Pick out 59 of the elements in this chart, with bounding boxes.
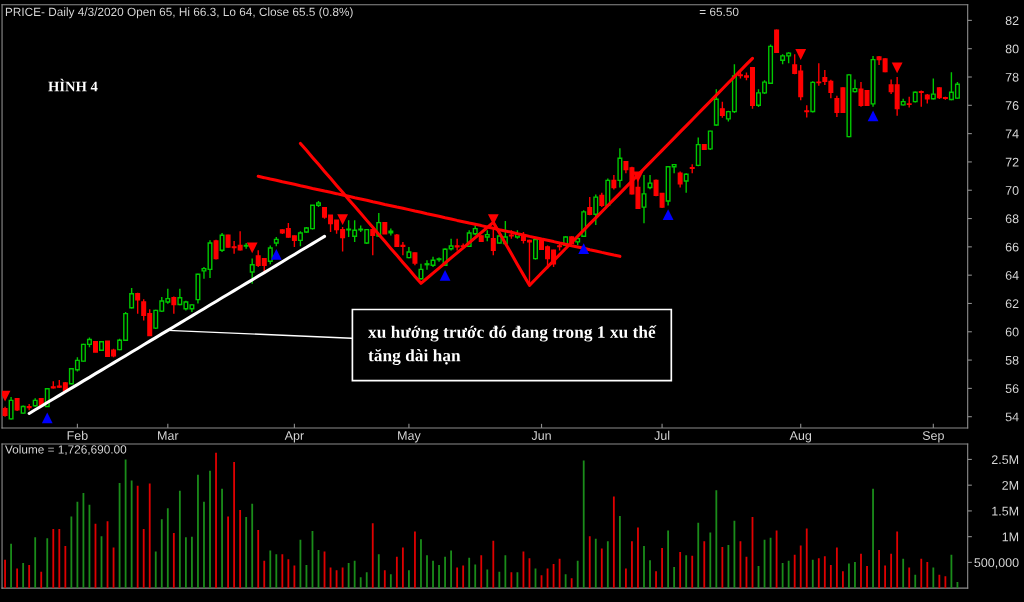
x-tick-label: Jun <box>531 431 551 440</box>
y-tick-label: 2M <box>1002 480 1019 490</box>
candlestick <box>267 244 273 265</box>
point <box>41 412 53 424</box>
y-tick-label: 2.5M <box>991 455 1019 465</box>
y-tick-label: 74 <box>1005 129 1019 139</box>
point <box>439 269 451 281</box>
annotation: xu hướng trước đó đang trong 1 xu thế tăng dài hạn <box>368 325 657 366</box>
y-tick-label: 66 <box>1005 242 1019 252</box>
y-tick-label: 82 <box>1005 16 1019 26</box>
x-tick-label: Apr <box>284 431 304 443</box>
candlestick <box>617 147 623 189</box>
candlestick <box>243 242 249 250</box>
candlestick <box>249 257 255 285</box>
x-tick-label: Feb <box>67 430 88 440</box>
y-tick-label: 78 <box>1005 72 1019 82</box>
x-tick-label: Sep <box>922 431 944 443</box>
y-tick-label: 60 <box>1005 327 1019 337</box>
candlestick <box>219 232 225 253</box>
candlestick <box>683 172 689 194</box>
candlestick <box>930 77 936 101</box>
x-tick-label: Jul <box>654 430 670 440</box>
y-tick-label: 76 <box>1005 101 1019 110</box>
y-tick-label: 54 <box>1005 412 1019 422</box>
candlestick <box>858 81 864 108</box>
point <box>891 62 903 74</box>
candlestick <box>532 238 538 261</box>
y-tick-label: 68 <box>1005 214 1019 224</box>
y-tick-label: 62 <box>1005 299 1019 309</box>
y-tick-label: 500,000 <box>974 558 1019 569</box>
candlestick <box>695 136 701 167</box>
candlestick <box>707 130 713 151</box>
x-tick-label: Aug <box>789 431 812 443</box>
annotation: Volume = 1,726,690.00 <box>5 444 127 456</box>
point <box>578 243 590 255</box>
y-tick-label: 64 <box>1005 270 1019 280</box>
x-tick-label: May <box>398 431 421 443</box>
point <box>246 242 258 254</box>
y-tick-label: 80 <box>1005 44 1019 54</box>
point <box>867 110 879 122</box>
point <box>270 248 282 260</box>
candlestick <box>370 228 376 257</box>
point <box>662 209 674 220</box>
y-tick-label: 72 <box>1005 157 1019 167</box>
candlestick <box>454 237 460 252</box>
annotation: = 65.50 <box>699 7 739 17</box>
point <box>337 214 348 226</box>
text: HÌNH 4 <box>48 78 98 92</box>
candlestick <box>8 396 14 421</box>
y-tick-label: 1.5M <box>992 506 1019 516</box>
candlestick <box>641 174 647 224</box>
candlestick <box>593 193 599 226</box>
y-tick-label: 56 <box>1005 384 1019 394</box>
y-tick-label: 58 <box>1005 355 1019 365</box>
y-tick-label: 1M <box>1002 532 1019 542</box>
x-tick-label: Mar <box>158 431 179 440</box>
point <box>795 49 807 60</box>
annotation: PRICE- Daily 4/3/2020 Open 65, Hi 66.3, Lo 64, Close 65.5 (0.8%) <box>5 7 353 19</box>
y-tick-label: 70 <box>1005 186 1019 195</box>
